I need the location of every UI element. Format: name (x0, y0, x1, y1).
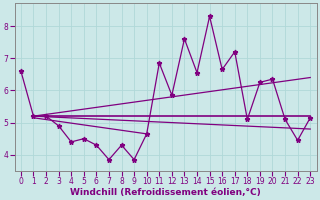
X-axis label: Windchill (Refroidissement éolien,°C): Windchill (Refroidissement éolien,°C) (70, 188, 261, 197)
